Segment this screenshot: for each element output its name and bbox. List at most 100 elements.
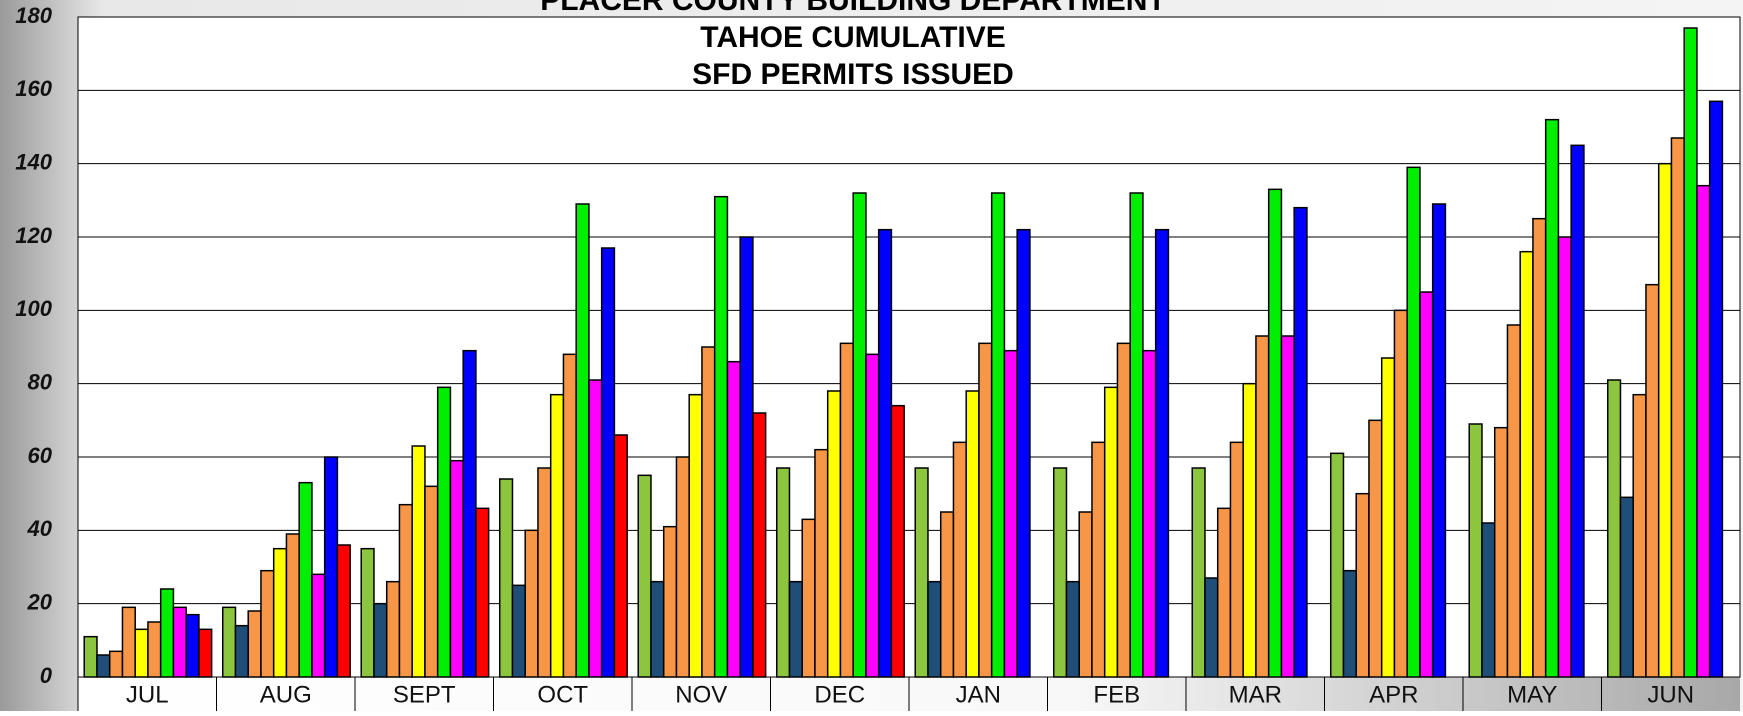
bar [1393, 309, 1408, 678]
bar [1255, 335, 1270, 678]
bar [1229, 441, 1244, 678]
bar [185, 613, 200, 678]
bar [726, 360, 741, 678]
bar [1016, 228, 1031, 678]
x-tick-label: DEC [814, 681, 865, 708]
bar [1519, 250, 1534, 678]
bar [475, 507, 490, 678]
bar [662, 525, 678, 678]
bar [1683, 27, 1698, 678]
x-tick-label: MAR [1229, 681, 1282, 708]
bar [1557, 236, 1572, 678]
bar [1003, 349, 1018, 678]
bar [411, 445, 426, 678]
bar [1267, 188, 1283, 678]
bar [752, 412, 767, 678]
x-tick-label: MAY [1507, 681, 1557, 708]
bar [1280, 335, 1295, 678]
bar [613, 434, 628, 678]
bar [1532, 217, 1547, 678]
x-tick-label: OCT [537, 681, 588, 708]
bar [323, 456, 339, 678]
y-tick-label: 60 [28, 443, 53, 468]
bar [600, 247, 616, 678]
bar [83, 635, 98, 678]
bar [826, 390, 842, 678]
bar [221, 606, 237, 678]
x-tick-label: APR [1369, 681, 1418, 708]
bar [1657, 162, 1673, 678]
bar [1481, 522, 1496, 678]
bar [1355, 492, 1370, 678]
bar [990, 192, 1006, 678]
bar [147, 621, 162, 678]
bar [336, 544, 351, 678]
bar [1242, 382, 1257, 678]
bar [1065, 580, 1080, 678]
bar [360, 547, 375, 678]
x-tick-label: JAN [956, 681, 1001, 708]
x-tick-label: JUN [1647, 681, 1694, 708]
bar [1570, 144, 1585, 678]
bar [1142, 349, 1157, 678]
bar [385, 580, 401, 678]
bar [462, 349, 477, 678]
bar [801, 518, 816, 678]
bar [311, 573, 326, 678]
bar [96, 654, 111, 678]
bar [1419, 291, 1434, 678]
plot-area [77, 16, 1741, 678]
bar [1368, 419, 1383, 678]
bar [1052, 467, 1068, 678]
bar [498, 478, 514, 678]
bar [373, 602, 388, 678]
chart-title: TAHOE CUMULATIVE [700, 21, 1006, 54]
bar [524, 529, 539, 678]
bar [247, 610, 262, 678]
bar [1380, 357, 1396, 678]
y-tick-label: 20 [27, 589, 53, 614]
bar [159, 588, 175, 678]
bar [637, 474, 652, 678]
y-tick-label: 100 [15, 296, 52, 321]
bar [537, 467, 552, 678]
bar [1216, 507, 1232, 678]
bar [575, 203, 590, 678]
bar [588, 379, 603, 678]
x-tick-label: AUG [260, 681, 312, 708]
bar [739, 236, 754, 678]
bar [1619, 496, 1634, 678]
bar [1632, 393, 1647, 678]
bar [852, 192, 867, 678]
bar [788, 580, 803, 678]
bar [198, 628, 213, 678]
bar [965, 390, 980, 678]
bar [1696, 184, 1711, 678]
bar [449, 459, 464, 678]
bar [1468, 423, 1483, 678]
bar [1406, 166, 1421, 678]
bar [939, 511, 955, 678]
bar [775, 467, 791, 678]
bar [1078, 511, 1093, 678]
bar [865, 353, 880, 678]
x-tick-label: FEB [1093, 681, 1140, 708]
bar [1342, 569, 1357, 678]
bar [1431, 203, 1447, 678]
bar [272, 547, 288, 678]
y-tick-label: 40 [27, 516, 53, 541]
bar [1154, 228, 1170, 678]
bar [424, 485, 439, 678]
bar [688, 393, 703, 678]
bar [890, 404, 905, 678]
y-tick-label: 180 [15, 3, 52, 28]
bar [650, 580, 665, 678]
bar [562, 353, 577, 678]
bar [914, 467, 929, 678]
bar [1204, 577, 1219, 678]
chart-title: SFD PERMITS ISSUED [692, 58, 1014, 91]
bar [1606, 379, 1622, 678]
y-tick-label: 160 [15, 76, 52, 101]
bar [285, 533, 300, 678]
